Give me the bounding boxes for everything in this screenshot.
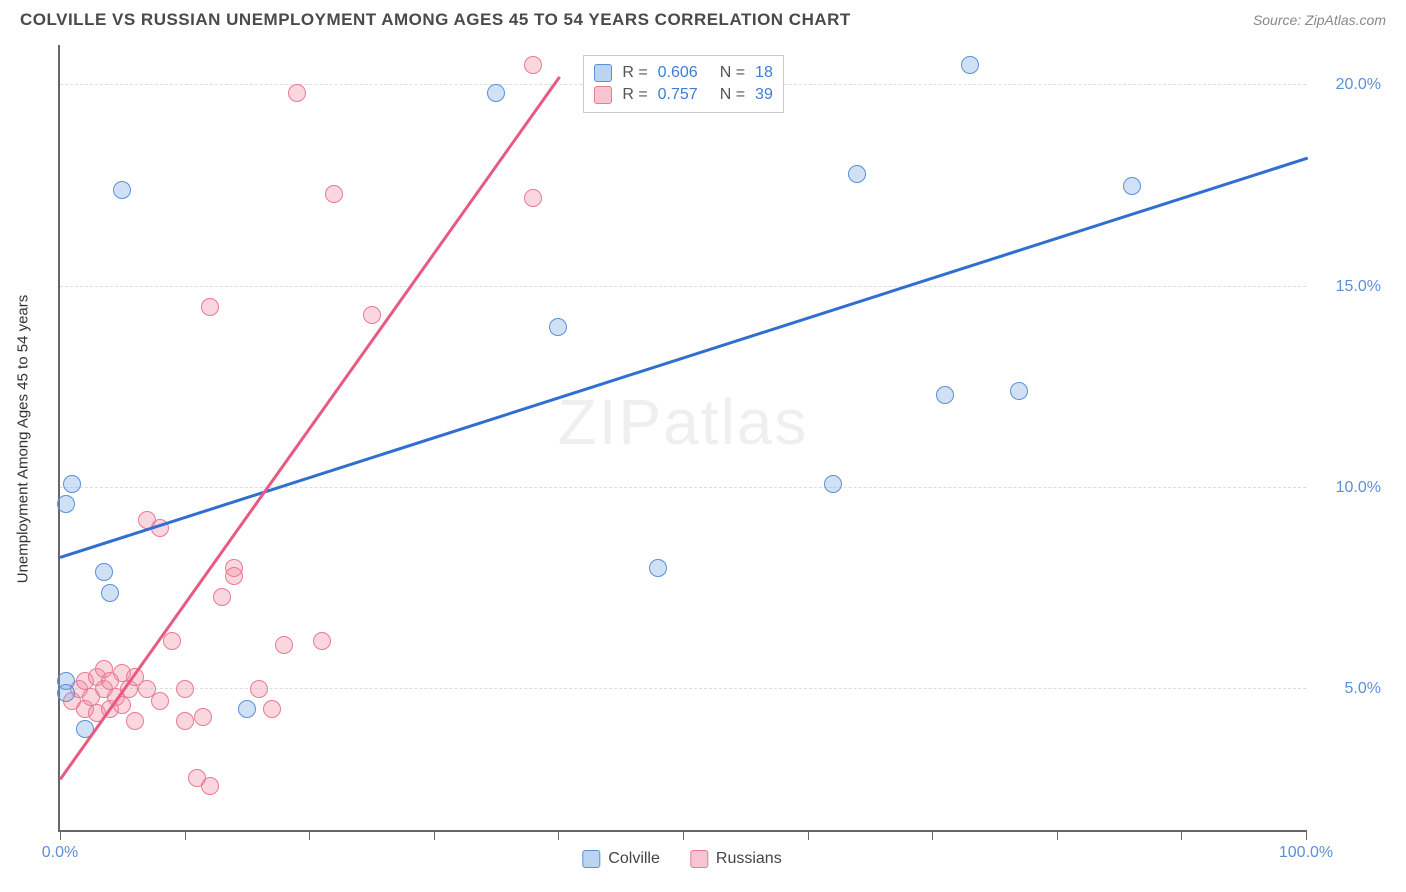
stat-n-value: 39 <box>755 86 773 104</box>
stat-r-label: R = <box>622 86 647 104</box>
y-tick-label: 20.0% <box>1336 76 1381 94</box>
stat-n-label: N = <box>720 64 745 82</box>
legend-swatch <box>594 86 612 104</box>
trendline-blue <box>60 157 1309 559</box>
watermark: ZIPatlas <box>558 385 809 459</box>
stat-r-label: R = <box>622 64 647 82</box>
y-tick-label: 10.0% <box>1336 479 1381 497</box>
data-point <box>288 84 306 102</box>
data-point <box>176 680 194 698</box>
x-tick <box>683 830 684 840</box>
bottom-legend: Colville Russians <box>582 850 781 868</box>
data-point <box>238 700 256 718</box>
data-point <box>126 712 144 730</box>
data-point <box>57 684 75 702</box>
legend-item: Colville <box>582 850 660 868</box>
stats-row: R = 0.606 N = 18 <box>594 62 773 84</box>
trendline-pink <box>59 76 560 780</box>
data-point <box>101 584 119 602</box>
stats-row: R = 0.757 N = 39 <box>594 84 773 106</box>
data-point <box>848 165 866 183</box>
data-point <box>961 56 979 74</box>
x-tick <box>60 830 61 840</box>
data-point <box>176 712 194 730</box>
legend-item: Russians <box>690 850 782 868</box>
data-point <box>95 563 113 581</box>
legend-swatch <box>594 64 612 82</box>
legend-swatch <box>582 850 600 868</box>
data-point <box>275 636 293 654</box>
data-point <box>824 475 842 493</box>
x-tick <box>185 830 186 840</box>
x-tick <box>434 830 435 840</box>
y-tick-label: 15.0% <box>1336 278 1381 296</box>
data-point <box>263 700 281 718</box>
gridline <box>60 688 1306 689</box>
legend-label: Russians <box>716 850 782 868</box>
data-point <box>225 567 243 585</box>
data-point <box>363 306 381 324</box>
x-tick <box>1181 830 1182 840</box>
x-tick <box>309 830 310 840</box>
gridline <box>60 286 1306 287</box>
data-point <box>524 189 542 207</box>
stat-n-value: 18 <box>755 64 773 82</box>
data-point <box>57 495 75 513</box>
legend-swatch <box>690 850 708 868</box>
data-point <box>63 475 81 493</box>
y-tick-label: 5.0% <box>1345 680 1381 698</box>
chart-title: COLVILLE VS RUSSIAN UNEMPLOYMENT AMONG A… <box>20 10 851 30</box>
data-point <box>936 386 954 404</box>
y-axis-label: Unemployment Among Ages 45 to 54 years <box>15 294 32 583</box>
data-point <box>649 559 667 577</box>
stats-box: R = 0.606 N = 18 R = 0.757 N = 39 <box>583 55 784 113</box>
data-point <box>113 181 131 199</box>
x-tick-label: 0.0% <box>42 844 78 862</box>
source-label: Source: ZipAtlas.com <box>1253 12 1386 28</box>
x-tick <box>808 830 809 840</box>
data-point <box>201 777 219 795</box>
gridline <box>60 487 1306 488</box>
stat-r-value: 0.757 <box>658 86 698 104</box>
data-point <box>151 692 169 710</box>
data-point <box>1123 177 1141 195</box>
chart-area: ZIPatlas 5.0%10.0%15.0%20.0%0.0%100.0%R … <box>58 45 1306 832</box>
data-point <box>201 298 219 316</box>
stat-n-label: N = <box>720 86 745 104</box>
data-point <box>549 318 567 336</box>
data-point <box>163 632 181 650</box>
data-point <box>524 56 542 74</box>
x-tick <box>1306 830 1307 840</box>
data-point <box>487 84 505 102</box>
data-point <box>1010 382 1028 400</box>
data-point <box>194 708 212 726</box>
plot-area: ZIPatlas 5.0%10.0%15.0%20.0%0.0%100.0%R … <box>58 45 1306 832</box>
data-point <box>213 588 231 606</box>
x-tick <box>932 830 933 840</box>
data-point <box>250 680 268 698</box>
data-point <box>313 632 331 650</box>
x-tick <box>1057 830 1058 840</box>
x-tick-label: 100.0% <box>1279 844 1333 862</box>
stat-r-value: 0.606 <box>658 64 698 82</box>
x-tick <box>558 830 559 840</box>
legend-label: Colville <box>608 850 660 868</box>
data-point <box>325 185 343 203</box>
